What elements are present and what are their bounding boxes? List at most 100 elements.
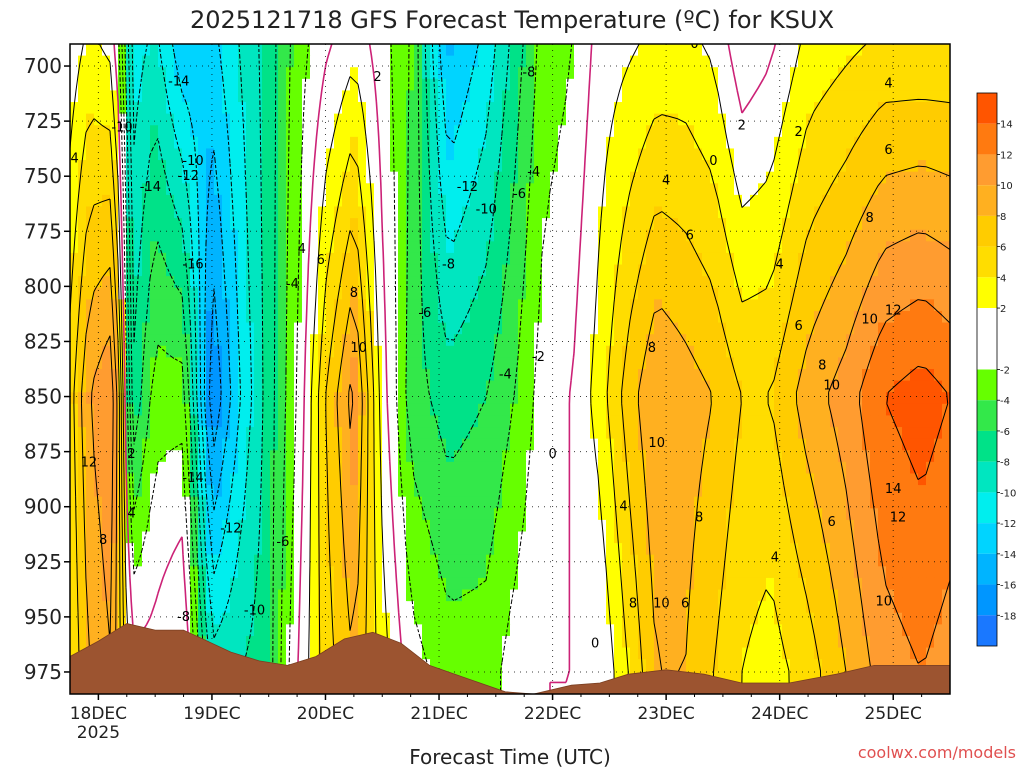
temperature-cell — [478, 403, 487, 417]
temperature-cell — [934, 136, 943, 150]
temperature-cell — [198, 473, 207, 486]
temperature-cell — [926, 102, 935, 115]
temperature-cell — [942, 299, 950, 312]
temperature-cell — [390, 78, 399, 92]
temperature-cell — [718, 554, 727, 567]
temperature-cell — [214, 508, 223, 521]
temperature-cell — [814, 102, 823, 115]
temperature-cell — [334, 148, 343, 161]
temperature-cell — [374, 369, 383, 382]
temperature-cell — [470, 461, 479, 475]
temperature-cell — [246, 450, 255, 463]
temperature-cell — [94, 78, 103, 92]
temperature-cell — [566, 334, 575, 347]
temperature-cell — [102, 496, 111, 509]
temperature-cell — [798, 276, 807, 289]
temperature-cell — [270, 78, 279, 92]
temperature-cell — [318, 566, 327, 579]
temperature-cell — [318, 357, 327, 370]
temperature-cell — [174, 287, 183, 300]
temperature-cell — [166, 450, 175, 463]
temperature-cell — [158, 531, 167, 544]
temperature-cell — [206, 206, 215, 219]
temperature-cell — [110, 438, 119, 451]
temperature-cell — [718, 78, 727, 92]
temperature-cell — [670, 299, 679, 312]
temperature-cell — [462, 160, 471, 173]
temperature-cell — [294, 322, 303, 335]
temperature-cell — [630, 44, 639, 57]
temperature-cell — [150, 322, 159, 335]
temperature-cell — [102, 241, 111, 254]
temperature-cell — [710, 160, 719, 173]
temperature-cell — [486, 403, 495, 417]
temperature-cell — [310, 264, 319, 277]
temperature-cell — [750, 229, 759, 242]
temperature-cell — [254, 496, 263, 509]
temperature-cell — [806, 252, 815, 266]
temperature-cell — [926, 206, 935, 219]
temperature-cell — [158, 450, 167, 463]
temperature-cell — [430, 160, 439, 173]
temperature-cell — [590, 450, 599, 463]
temperature-cell — [758, 310, 767, 324]
temperature-cell — [814, 299, 823, 312]
temperature-cell — [342, 229, 351, 242]
temperature-cell — [926, 403, 935, 417]
temperature-cell — [382, 508, 391, 521]
temperature-cell — [870, 55, 879, 68]
temperature-cell — [446, 554, 455, 567]
temperature-cell — [142, 334, 151, 347]
temperature-cell — [326, 241, 335, 254]
temperature-cell — [350, 67, 359, 80]
temperature-cell — [926, 287, 935, 300]
temperature-cell — [326, 380, 335, 393]
temperature-cell — [662, 519, 671, 533]
temperature-cell — [766, 78, 775, 92]
temperature-cell — [854, 229, 863, 242]
temperature-cell — [918, 171, 927, 184]
temperature-cell — [606, 334, 615, 347]
temperature-cell — [598, 206, 607, 219]
temperature-cell — [558, 473, 567, 486]
temperature-cell — [198, 369, 207, 382]
temperature-cell — [918, 496, 927, 509]
temperature-cell — [774, 392, 783, 405]
temperature-cell — [158, 427, 167, 440]
temperature-cell — [366, 218, 375, 231]
temperature-cell — [670, 496, 679, 509]
temperature-cell — [342, 554, 351, 567]
temperature-cell — [558, 403, 567, 417]
temperature-cell — [430, 125, 439, 138]
temperature-cell — [206, 252, 215, 266]
temperature-cell — [86, 554, 95, 567]
temperature-cell — [638, 276, 647, 289]
temperature-cell — [614, 438, 623, 451]
temperature-cell — [182, 113, 191, 126]
temperature-cell — [294, 44, 303, 57]
temperature-cell — [438, 485, 447, 498]
temperature-cell — [558, 496, 567, 509]
temperature-cell — [406, 299, 415, 312]
temperature-cell — [158, 403, 167, 417]
temperature-cell — [894, 299, 903, 312]
temperature-cell — [758, 508, 767, 521]
temperature-cell — [390, 241, 399, 254]
temperature-cell — [334, 90, 343, 103]
temperature-cell — [798, 252, 807, 266]
temperature-cell — [502, 473, 511, 486]
temperature-cell — [838, 403, 847, 417]
temperature-cell — [942, 461, 950, 475]
temperature-cell — [734, 508, 743, 521]
temperature-cell — [174, 322, 183, 335]
temperature-cell — [806, 473, 815, 486]
temperature-cell — [310, 299, 319, 312]
temperature-cell — [862, 415, 871, 428]
temperature-cell — [742, 450, 751, 463]
temperature-cell — [406, 322, 415, 335]
temperature-cell — [638, 102, 647, 115]
temperature-cell — [854, 148, 863, 161]
temperature-cell — [902, 485, 911, 498]
temperature-cell — [110, 67, 119, 80]
